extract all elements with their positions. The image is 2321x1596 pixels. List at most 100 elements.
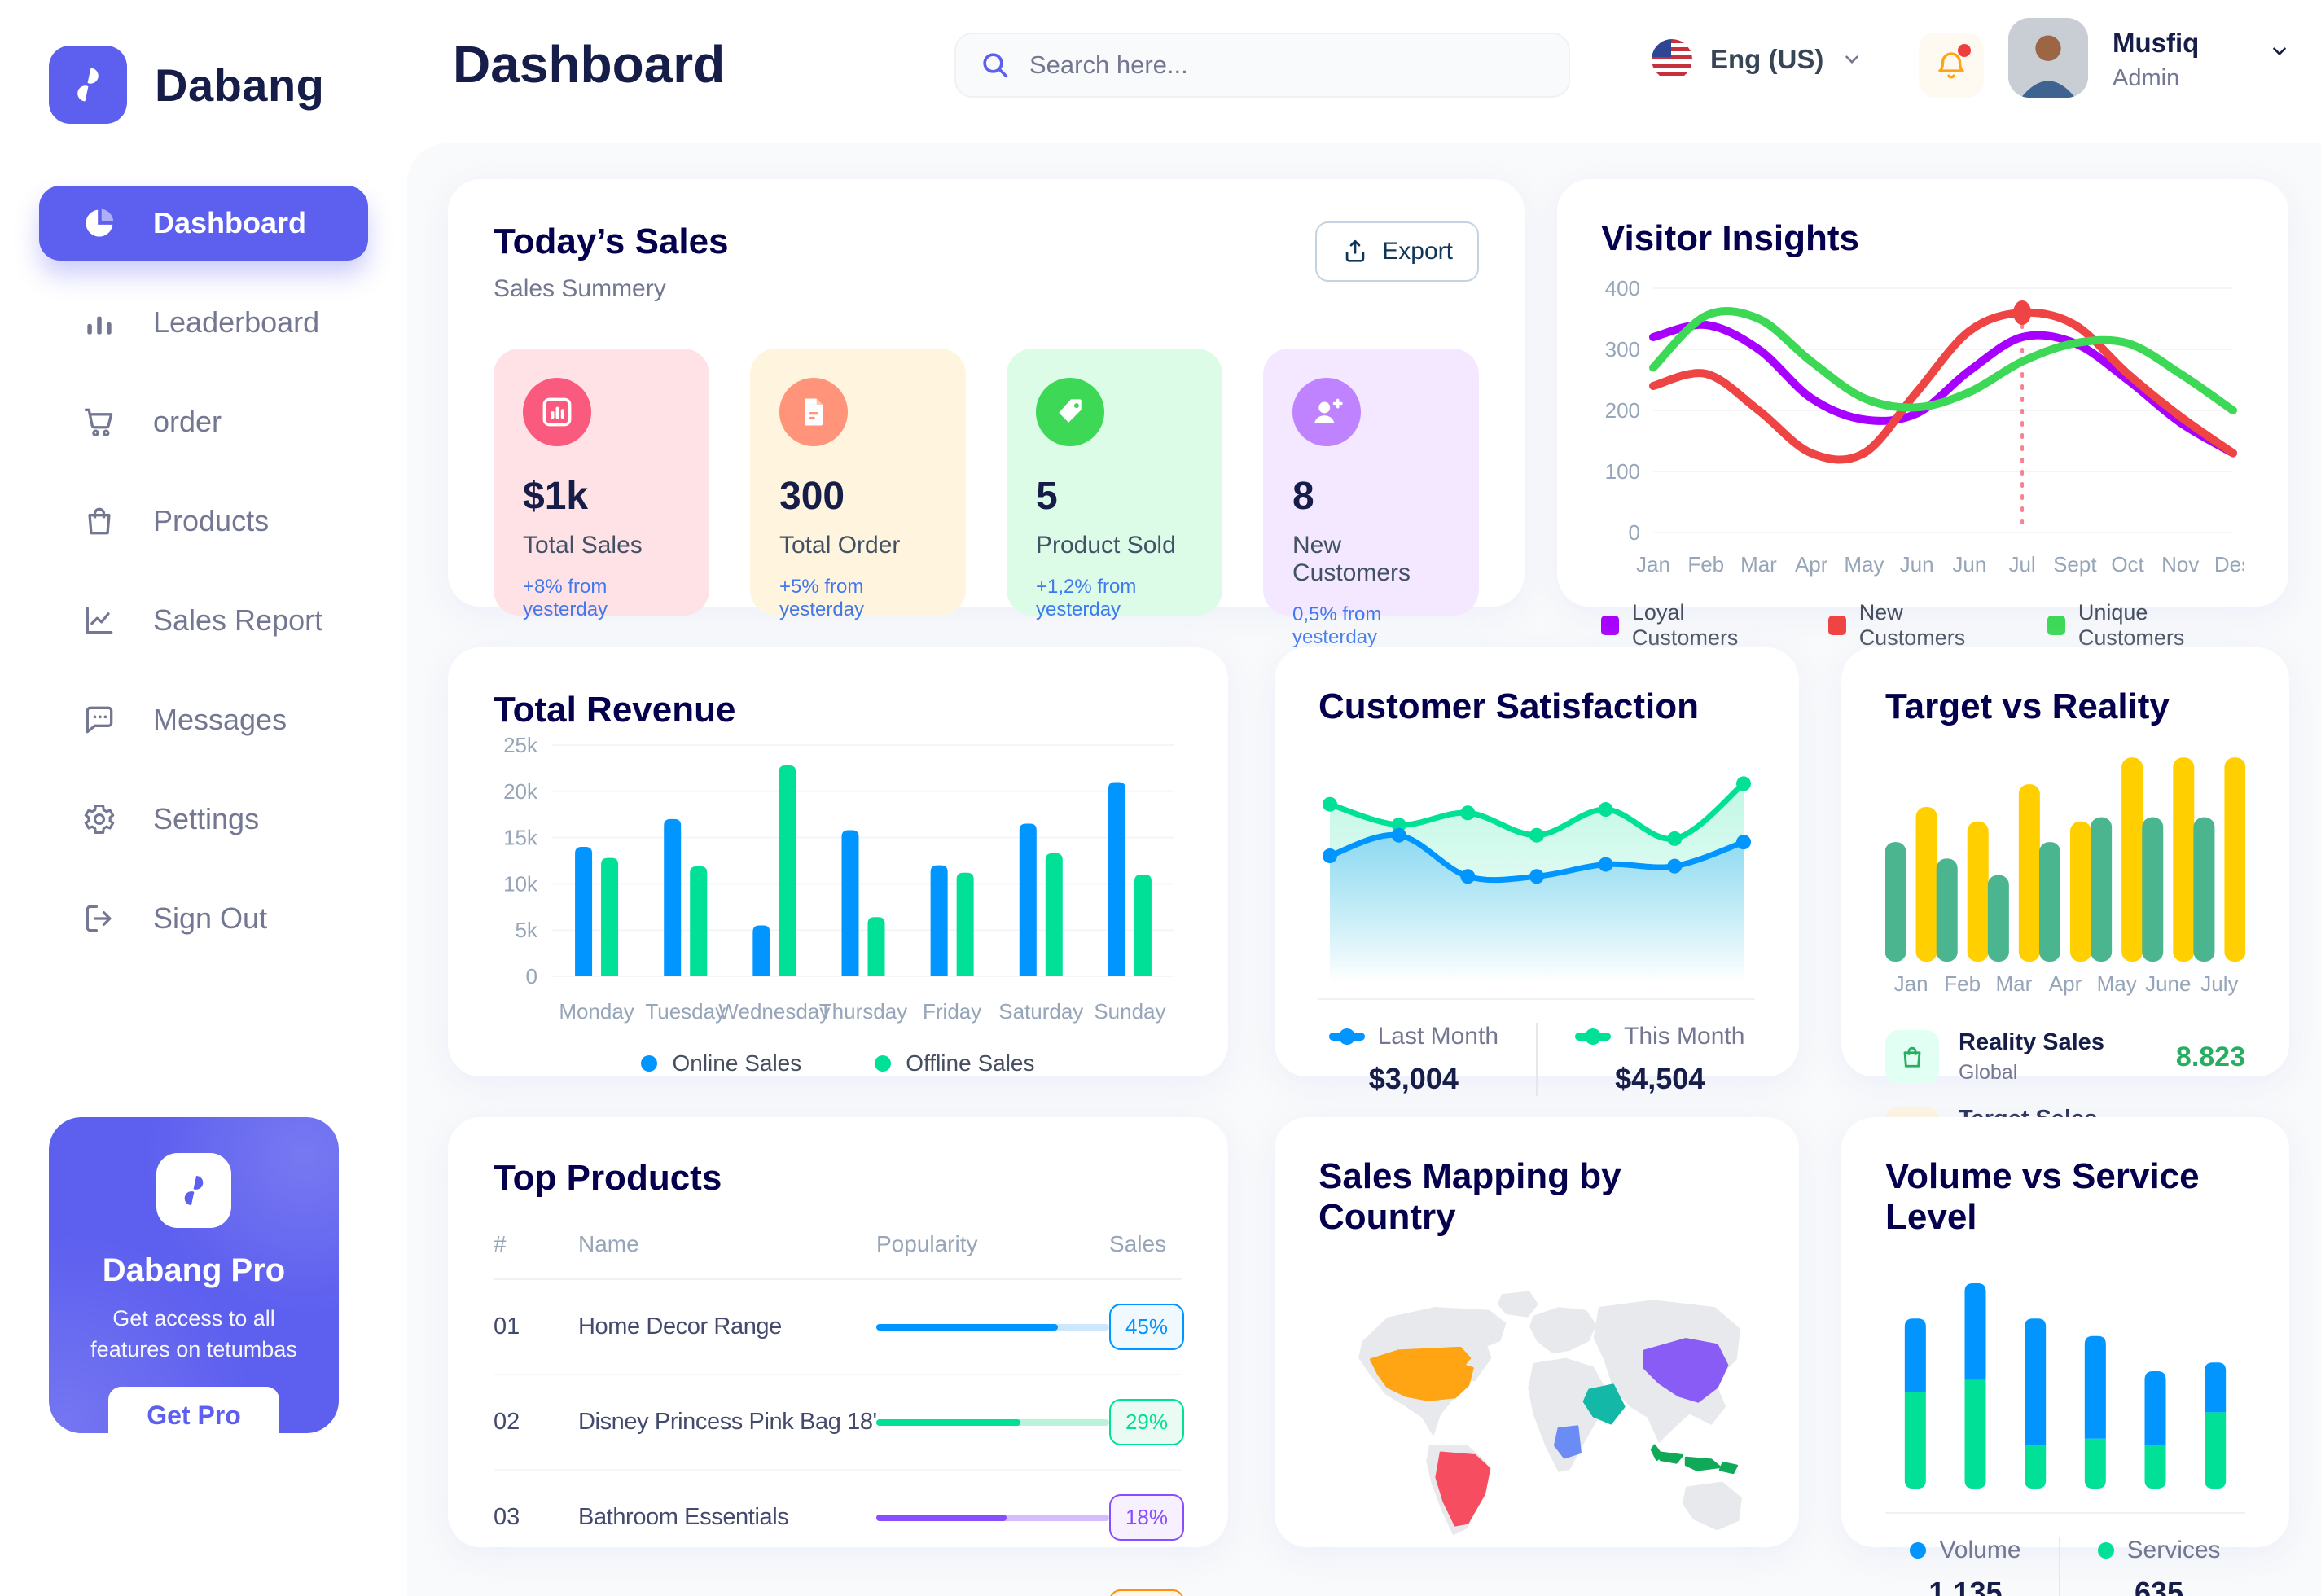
stat-value: $1k — [523, 475, 589, 518]
svg-text:Mar: Mar — [1995, 971, 2032, 996]
svg-text:0: 0 — [1629, 520, 1640, 545]
svg-text:May: May — [2097, 971, 2137, 996]
svg-text:Tuesday: Tuesday — [645, 999, 726, 1024]
language-selector[interactable]: Eng (US) — [1652, 39, 1863, 80]
sidebar-item-leaderboard[interactable]: Leaderboard — [39, 285, 368, 360]
legend-item: This Month $4,504 — [1575, 1023, 1744, 1096]
search-icon — [983, 53, 1008, 78]
visitor-insights-chart: 400 300 200 100 0 Jan Feb Mar Apr May Jun Jun Jul Sep… — [1601, 259, 2253, 597]
chat-icon — [81, 702, 117, 738]
world-map — [1358, 1291, 1742, 1536]
stat-label: New Customers — [1292, 532, 1411, 586]
svg-text:0: 0 — [526, 964, 537, 989]
pro-text: Get access to all features on tetumbas — [90, 1306, 297, 1361]
svg-text:Wednesday: Wednesday — [718, 999, 830, 1024]
customer-satisfaction-card: Customer Satisfaction Last Month $3,004 Th… — [1275, 647, 1799, 1096]
notifications-button[interactable] — [1919, 33, 1984, 98]
stat-value: 8 — [1292, 475, 1314, 518]
svg-text:June: June — [2145, 971, 2191, 996]
stat-value: 300 — [779, 475, 845, 518]
sidebar-item-label: Products — [153, 504, 270, 537]
sidebar-item-products[interactable]: Products — [39, 484, 368, 559]
visitor-insights-card: Visitor Insights 400 300 200 100 0 Jan Feb Mar A… — [1557, 179, 2288, 650]
receipt-icon — [779, 378, 848, 446]
todays-sales-card: Today’s Sales Sales Summery Export $1k To… — [448, 179, 1525, 648]
sidebar-item-messages[interactable]: Messages — [39, 682, 368, 757]
map-united-states — [1369, 1346, 1474, 1401]
avatar[interactable] — [2008, 18, 2088, 98]
language-label: Eng (US) — [1710, 44, 1824, 74]
sidebar-item-sign-out[interactable]: Sign Out — [39, 881, 368, 956]
sidebar-item-label: Leaderboard — [153, 305, 320, 339]
export-button[interactable]: Export — [1315, 221, 1479, 282]
product-name: Bathroom Essentials — [578, 1504, 789, 1530]
sidebar-nav: Dashboard Leaderboard order Products Sales R… — [39, 186, 368, 980]
visitor-insights-title: Visitor Insights — [1601, 218, 1860, 258]
target-vs-reality-card: Target vs Reality Jan Feb Mar Apr May June Jul… — [1841, 647, 2289, 1160]
pie-icon — [81, 205, 117, 241]
popularity-bar — [876, 1418, 1109, 1426]
sidebar-item-label: Messages — [153, 703, 287, 736]
stat-card-total-sales: $1k Total Sales +8% from yesterday — [494, 349, 709, 620]
todays-sales-subtitle: Sales Summery — [494, 275, 666, 302]
chartline-icon — [81, 603, 117, 638]
svg-text:Sept: Sept — [2053, 552, 2097, 577]
brand: Dabang — [49, 46, 324, 124]
user-name: Musfiq — [2113, 28, 2200, 58]
product-num: 01 — [494, 1313, 520, 1340]
map-dr-congo — [1553, 1425, 1582, 1459]
chartsq-icon — [523, 378, 591, 446]
product-row: 03 Bathroom Essentials 18% — [494, 1471, 1184, 1566]
stat-card-new-customers: 8 New Customers 0,5% from yesterday — [1263, 349, 1479, 648]
svg-text:5k: 5k — [516, 918, 538, 942]
top-products-title: Top Products — [494, 1158, 722, 1198]
legend-item: New Customers — [1827, 600, 2002, 651]
svg-text:Feb: Feb — [1944, 971, 1981, 996]
search-input[interactable] — [1029, 50, 1546, 80]
stat-delta: +8% from yesterday — [523, 576, 608, 620]
bagline-icon — [1885, 1030, 1939, 1084]
legend-item: Services 635 — [2097, 1537, 2221, 1596]
map-saudi-arabia — [1582, 1383, 1626, 1425]
volume-vs-service-legend: Volume 1,135 Services 635 — [1885, 1537, 2245, 1596]
bag-icon — [81, 503, 117, 539]
svg-text:Jul: Jul — [2008, 552, 2035, 577]
sidebar: Dabang Dashboard Leaderboard order Products… — [0, 0, 407, 1596]
userplus-icon — [1292, 378, 1361, 446]
sidebar-item-settings[interactable]: Settings — [39, 782, 368, 857]
signout-icon — [81, 901, 117, 936]
get-pro-button[interactable]: Get Pro — [108, 1386, 279, 1445]
product-name: Disney Princess Pink Bag 18' — [578, 1409, 877, 1435]
sales-mapping-title: Sales Mapping by Country — [1318, 1156, 1621, 1237]
product-name: Home Decor Range — [578, 1313, 782, 1340]
sales-badge: 45% — [1109, 1304, 1184, 1350]
page-title: Dashboard — [453, 35, 726, 94]
svg-text:Jan: Jan — [1894, 971, 1928, 996]
stat-label: Product Sold — [1036, 532, 1176, 559]
popularity-bar — [876, 1514, 1109, 1521]
customer-satisfaction-title: Customer Satisfaction — [1318, 686, 1699, 726]
legend-item: Volume 1,135 — [1910, 1537, 2021, 1596]
total-revenue-legend: Online Sales Offline Sales — [494, 1050, 1182, 1076]
svg-text:25k: 25k — [503, 733, 538, 757]
volume-vs-service-chart — [1885, 1238, 2245, 1504]
sidebar-item-label: Settings — [153, 802, 260, 835]
product-num: 03 — [494, 1504, 520, 1530]
sidebar-item-dashboard[interactable]: Dashboard — [39, 186, 368, 261]
stat-value: 5 — [1036, 475, 1058, 518]
sales-badge: 18% — [1109, 1494, 1184, 1541]
svg-text:300: 300 — [1605, 337, 1640, 362]
stat-card-product-sold: 5 Product Sold +1,2% from yesterday — [1007, 349, 1222, 620]
map-indonesia — [1650, 1444, 1739, 1475]
svg-text:20k: 20k — [503, 779, 538, 804]
sidebar-item-order[interactable]: order — [39, 384, 368, 459]
user-menu[interactable]: Musfiq Admin — [2113, 28, 2199, 92]
gear-icon — [81, 801, 117, 837]
user-chevron-down-icon[interactable] — [2269, 41, 2290, 62]
divider — [1885, 1512, 2245, 1514]
svg-text:Mar: Mar — [1740, 552, 1777, 577]
sidebar-item-sales-report[interactable]: Sales Report — [39, 583, 368, 658]
svg-text:400: 400 — [1605, 276, 1640, 300]
top-products-card: Top Products # Name Popularity Sales 01 Home… — [448, 1117, 1228, 1596]
svg-text:Monday: Monday — [559, 999, 634, 1024]
